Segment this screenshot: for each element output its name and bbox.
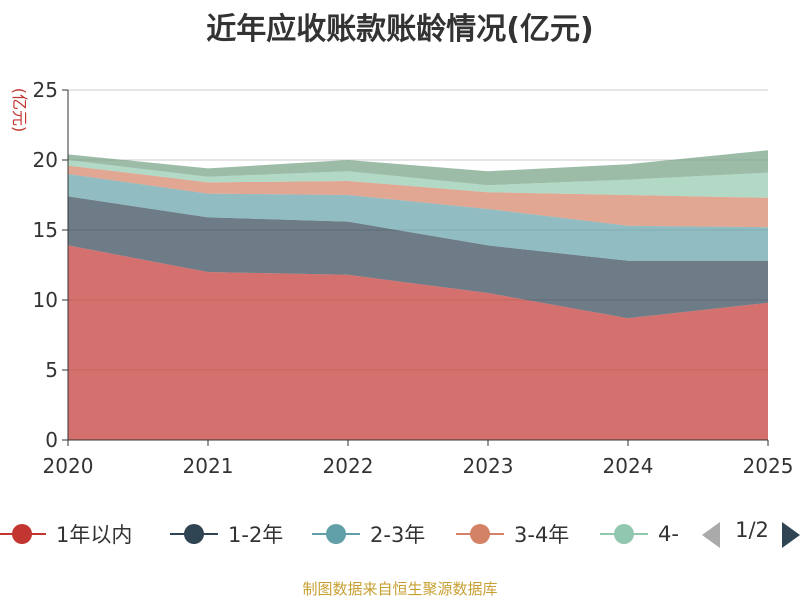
source-note: 制图数据来自恒生聚源数据库 bbox=[302, 580, 498, 598]
x-tick-label: 2024 bbox=[603, 454, 654, 478]
area-3-4年 bbox=[68, 165, 768, 228]
x-tick-label: 2022 bbox=[323, 454, 374, 478]
legend-label: 4- bbox=[658, 522, 679, 546]
area-1-2年 bbox=[68, 196, 768, 319]
area-layer bbox=[68, 150, 768, 440]
legend-prev-page-icon[interactable] bbox=[702, 522, 720, 548]
legend-next-page-icon[interactable] bbox=[782, 522, 800, 548]
legend-marker-icon bbox=[456, 524, 504, 544]
legend-item[interactable]: 4- bbox=[600, 516, 679, 552]
area-4-5年 bbox=[68, 160, 768, 198]
legend-label: 2-3年 bbox=[370, 523, 426, 547]
legend-label: 1-2年 bbox=[228, 523, 284, 547]
y-tick-label: 15 bbox=[33, 218, 58, 242]
x-tick-label: 2020 bbox=[43, 454, 94, 478]
y-axis-unit-label: (亿元) bbox=[10, 88, 29, 133]
legend-marker-icon bbox=[312, 524, 360, 544]
y-tick-label: 25 bbox=[33, 78, 58, 102]
legend-item[interactable]: 1年以内 bbox=[0, 516, 132, 552]
y-tick-label: 5 bbox=[45, 358, 58, 382]
legend-marker-icon bbox=[170, 524, 218, 544]
legend: 1年以内 1-2年 2-3年 3-4年 4- bbox=[0, 516, 800, 552]
area-5年以上 bbox=[68, 150, 768, 186]
area-2-3年 bbox=[68, 174, 768, 261]
chart-title: 近年应收账款账龄情况(亿元) bbox=[206, 12, 594, 47]
legend-page-indicator: 1/2 bbox=[735, 518, 769, 542]
legend-label: 1年以内 bbox=[56, 523, 133, 547]
legend-item[interactable]: 3-4年 bbox=[456, 516, 569, 552]
legend-marker-icon bbox=[0, 524, 46, 544]
y-tick-label: 10 bbox=[33, 288, 58, 312]
y-tick-label: 0 bbox=[45, 428, 58, 452]
legend-item[interactable]: 2-3年 bbox=[312, 516, 425, 552]
x-tick-label: 2025 bbox=[743, 454, 794, 478]
x-tick-label: 2023 bbox=[463, 454, 514, 478]
legend-label: 3-4年 bbox=[514, 523, 570, 547]
legend-marker-icon bbox=[600, 524, 648, 544]
y-tick-label: 20 bbox=[33, 148, 58, 172]
legend-item[interactable]: 1-2年 bbox=[170, 516, 283, 552]
area-1年以内 bbox=[68, 245, 768, 440]
x-tick-label: 2021 bbox=[183, 454, 234, 478]
